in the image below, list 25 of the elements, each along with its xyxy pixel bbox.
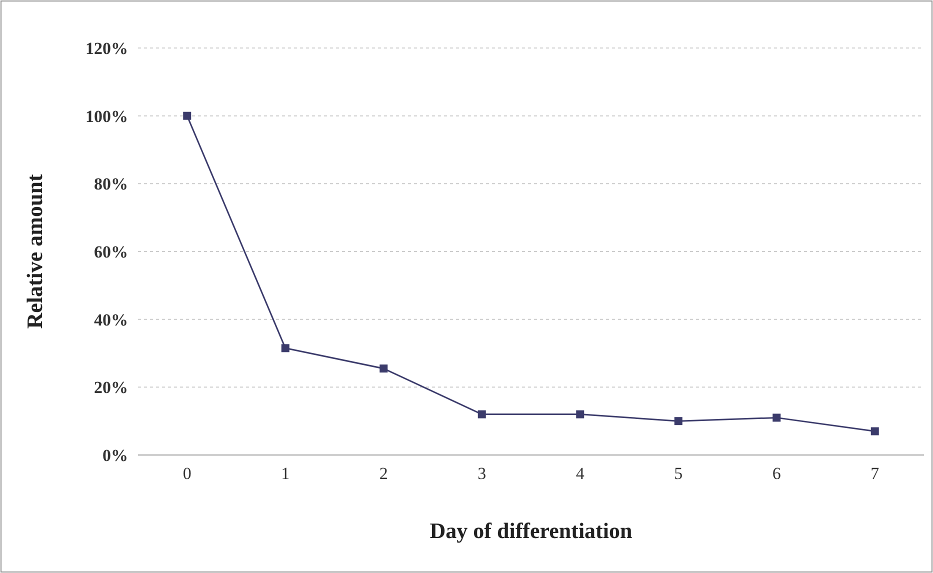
x-tick-label: 1 [281, 464, 290, 484]
point [674, 417, 682, 426]
x-tick-label: 5 [674, 464, 683, 484]
y-tick-label: 20% [94, 378, 128, 398]
point [870, 427, 879, 436]
point [281, 344, 290, 352]
x-tick-label: 7 [870, 464, 880, 484]
point [478, 410, 486, 418]
y-tick-label: 0% [102, 446, 128, 465]
point [576, 410, 584, 418]
y-tick-label: 100% [86, 106, 128, 126]
y-axis-title: Relative amount [22, 174, 47, 329]
point [772, 414, 781, 422]
x-tick-label: 0 [182, 464, 192, 484]
x-tick-label: 4 [576, 464, 585, 484]
x-tick-label: 3 [478, 464, 486, 484]
point [380, 364, 388, 373]
x-axis-title: Day of differentiation [430, 518, 632, 543]
x-tick-label: 6 [772, 464, 781, 484]
x-tick-label: 2 [379, 464, 388, 484]
y-tick-label: 40% [94, 310, 128, 330]
point [183, 112, 192, 120]
y-tick-label: 60% [94, 242, 128, 262]
y-tick-label: 80% [94, 174, 128, 194]
y-tick-label: 120% [86, 38, 128, 58]
